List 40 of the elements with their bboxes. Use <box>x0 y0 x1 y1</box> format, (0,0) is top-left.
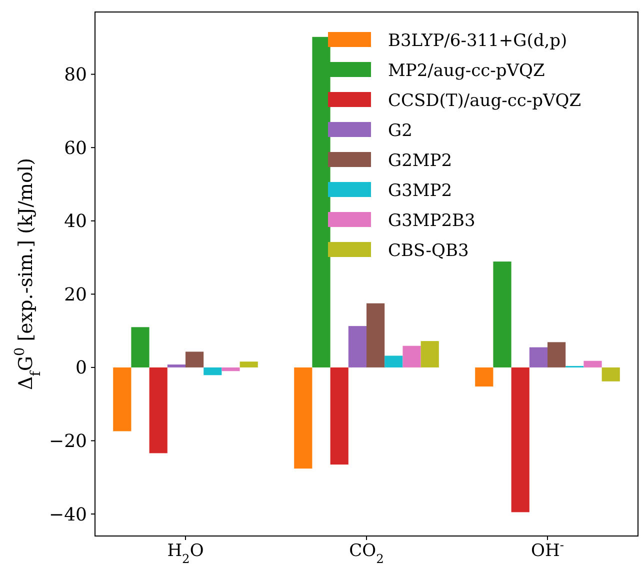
bar <box>240 362 258 368</box>
y-tick-label: −40 <box>49 504 87 526</box>
bar <box>511 367 530 512</box>
bar <box>131 327 150 368</box>
bar <box>186 352 204 368</box>
y-tick-label: 80 <box>64 64 87 86</box>
bar <box>493 262 512 368</box>
bar <box>402 346 421 368</box>
bar <box>384 356 403 368</box>
x-tick-label: H$_{2}$O <box>167 541 204 566</box>
legend-label: CCSD(T)/aug-cc-pVQZ <box>388 90 582 111</box>
bar <box>330 367 348 465</box>
y-tick-label: 60 <box>64 138 87 159</box>
x-tick-label: CO$_{2}$ <box>349 541 384 566</box>
bar <box>529 347 548 368</box>
bar <box>204 367 222 376</box>
y-tick-label: −20 <box>49 431 87 452</box>
legend-label: G3MP2B3 <box>388 210 476 231</box>
bar <box>222 367 240 372</box>
bar <box>167 364 186 368</box>
legend-label: MP2/aug-cc-pVQZ <box>388 60 545 81</box>
bar <box>113 367 132 432</box>
legend-label: G2MP2 <box>388 150 452 171</box>
bar <box>602 367 620 382</box>
bar <box>420 341 439 368</box>
bar <box>584 360 602 368</box>
legend-label: G2 <box>388 120 412 141</box>
bar <box>366 303 385 368</box>
bar <box>294 367 312 469</box>
bar <box>348 326 366 368</box>
y-tick-label: 0 <box>76 358 87 379</box>
y-tick-label: 40 <box>64 211 87 232</box>
bar <box>149 367 168 454</box>
bar <box>475 367 494 386</box>
x-tick-label: OH$^{-}$ <box>531 538 564 561</box>
legend-label: B3LYP/6-311+G(d,p) <box>388 30 568 51</box>
bar <box>548 342 566 368</box>
legend-label: CBS-QB3 <box>388 240 469 261</box>
y-tick-label: 20 <box>64 284 87 306</box>
legend-label: G3MP2 <box>388 180 452 201</box>
